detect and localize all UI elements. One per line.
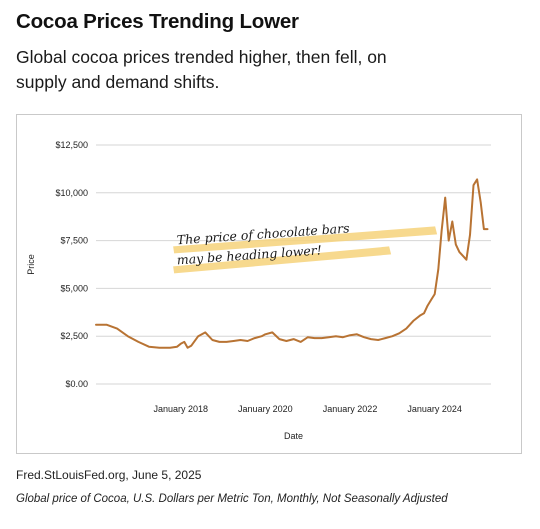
series-caption: Global price of Cocoa, U.S. Dollars per …	[16, 493, 448, 505]
x-axis-ticks: January 2018 January 2020 January 2022 Janu…	[153, 404, 461, 414]
y-axis-label: Price	[26, 254, 36, 275]
annotation-highlight-2	[173, 246, 392, 274]
chart-frame	[16, 114, 522, 454]
x-tick-label: January 2018	[153, 404, 208, 414]
x-tick-label: January 2020	[238, 404, 293, 414]
x-tick-label: January 2024	[407, 404, 462, 414]
y-tick-label: $0.00	[65, 379, 88, 389]
chart-title: Cocoa Prices Trending Lower	[16, 10, 299, 33]
cocoa-price-chart: $0.00 $2,500 $5,000 $7,500 $10,000 $12,500 Ja…	[26, 140, 491, 441]
price-series-line	[95, 178, 489, 349]
y-axis-ticks: $0.00 $2,500 $5,000 $7,500 $10,000 $12,500	[55, 140, 88, 389]
y-tick-label: $12,500	[55, 140, 88, 150]
annotation: The price of chocolate bars may be headi…	[173, 220, 438, 274]
annotation-highlight-1	[173, 226, 438, 254]
y-tick-label: $7,500	[60, 236, 88, 246]
y-tick-label: $5,000	[60, 283, 88, 293]
y-tick-label: $10,000	[55, 188, 88, 198]
x-axis-label: Date	[284, 431, 303, 441]
chart-subtitle: Global cocoa prices trended higher, then…	[16, 47, 387, 92]
y-tick-label: $2,500	[60, 331, 88, 341]
source-note: Fred.StLouisFed.org, June 5, 2025	[16, 468, 202, 482]
x-tick-label: January 2022	[323, 404, 378, 414]
grid-lines	[96, 144, 491, 385]
